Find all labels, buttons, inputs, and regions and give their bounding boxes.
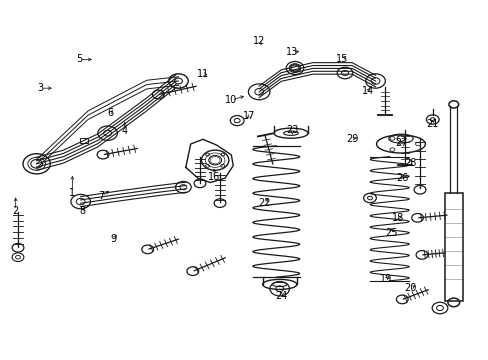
Text: 5: 5 xyxy=(76,54,82,64)
Text: 26: 26 xyxy=(395,173,408,183)
Text: 11: 11 xyxy=(196,69,209,79)
Text: 3: 3 xyxy=(38,83,43,93)
Text: 29: 29 xyxy=(345,134,358,144)
Text: 15: 15 xyxy=(335,54,348,64)
Text: 4: 4 xyxy=(122,126,127,136)
Text: 9: 9 xyxy=(110,234,116,244)
Text: 23: 23 xyxy=(285,125,298,135)
Text: 22: 22 xyxy=(257,198,270,208)
Text: 20: 20 xyxy=(404,283,416,293)
Text: 14: 14 xyxy=(361,86,373,96)
Text: 1: 1 xyxy=(69,188,75,198)
Text: 16: 16 xyxy=(207,172,220,182)
Text: 2: 2 xyxy=(13,206,19,216)
Text: 6: 6 xyxy=(107,108,113,118)
Text: 24: 24 xyxy=(274,291,287,301)
Text: 10: 10 xyxy=(224,95,237,105)
Text: 13: 13 xyxy=(285,47,298,57)
Text: 28: 28 xyxy=(404,158,416,168)
Text: 8: 8 xyxy=(79,206,85,216)
Text: 19: 19 xyxy=(379,274,392,284)
Text: 18: 18 xyxy=(391,213,404,223)
Text: 12: 12 xyxy=(252,36,265,46)
Text: 7: 7 xyxy=(99,191,104,201)
Text: 27: 27 xyxy=(395,138,407,148)
Text: 17: 17 xyxy=(243,111,255,121)
Text: 21: 21 xyxy=(426,119,438,129)
Text: 25: 25 xyxy=(384,228,397,238)
